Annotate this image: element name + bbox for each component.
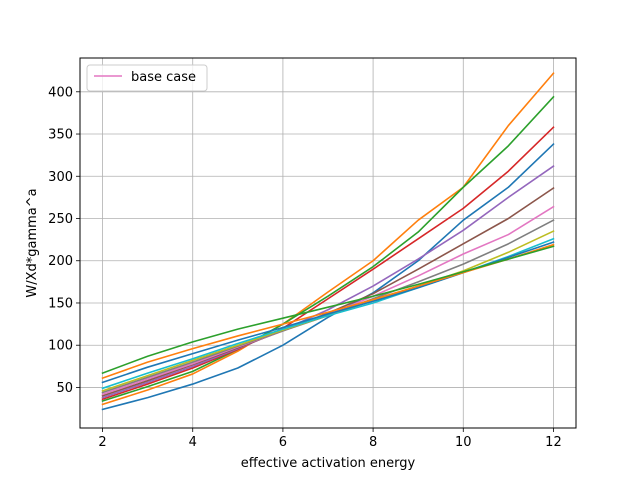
series-line-4 — [101, 126, 555, 401]
y-tick-label: 50 — [56, 381, 73, 396]
legend-box — [86, 64, 208, 92]
series-line-13 — [101, 245, 555, 375]
series-line-6 — [101, 186, 555, 397]
x-tick-label: 8 — [369, 435, 377, 450]
y-tick-label: 150 — [48, 296, 73, 311]
grid-layer — [80, 58, 576, 428]
y-tick-label: 300 — [48, 170, 73, 185]
y-tick-label: 250 — [48, 212, 73, 227]
series-line-5 — [101, 165, 555, 399]
x-tick-label: 10 — [455, 435, 472, 450]
y-tick-label: 100 — [48, 339, 73, 354]
x-tick-label: 2 — [98, 435, 106, 450]
y-tick-label: 200 — [48, 254, 73, 269]
y-axis-label: W/Xd*gamma^a — [25, 188, 40, 297]
legend: base case — [86, 64, 208, 92]
x-tick-label: 12 — [545, 435, 562, 450]
y-tick-label: 350 — [48, 128, 73, 143]
y-tick-label: 400 — [48, 85, 73, 100]
series-line-3 — [101, 95, 555, 402]
x-tick-label: 6 — [279, 435, 287, 450]
tick-layer: 2 4 6 8 10 12 50 100 150 200 250 300 350 400 — [48, 85, 562, 450]
x-axis-label: effective activation energy — [241, 456, 416, 471]
plot-frame — [79, 57, 577, 429]
series-line-1 — [101, 143, 555, 411]
series-layer — [101, 72, 555, 411]
series-line-2 — [101, 72, 555, 406]
legend-label-base-case: base case — [131, 70, 196, 85]
x-tick-label: 4 — [189, 435, 197, 450]
